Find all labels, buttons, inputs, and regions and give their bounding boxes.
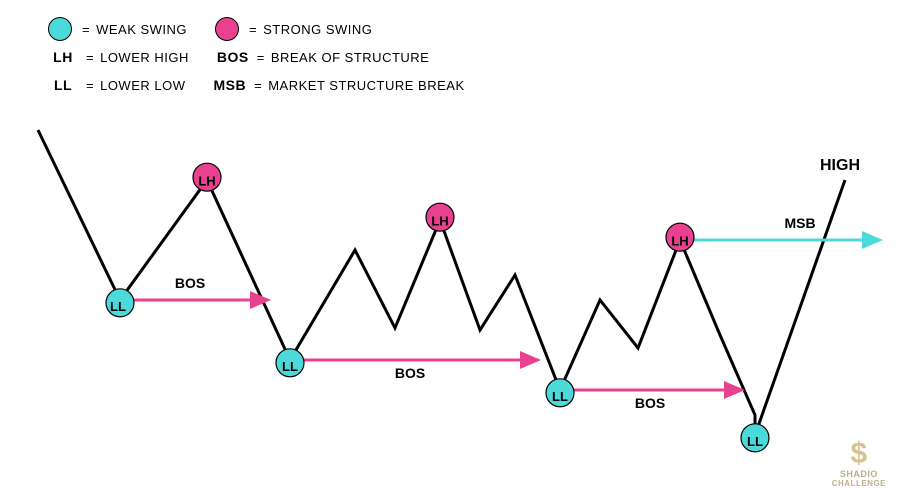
swing-label: LL [282, 359, 298, 374]
legend-item: =WEAK SWING [48, 17, 187, 41]
bos-label: BOS [635, 395, 665, 411]
swing-label: LL [552, 389, 568, 404]
legend-text: LOWER HIGH [100, 50, 189, 65]
bos-label: BOS [395, 365, 425, 381]
bos-label: BOS [175, 275, 205, 291]
swing-label: LL [110, 299, 126, 314]
legend-panel: =WEAK SWING =STRONG SWING LH=LOWER HIGH BOS… [48, 18, 493, 102]
legend-item: =STRONG SWING [215, 17, 372, 41]
legend-item: MSB=MARKET STRUCTURE BREAK [214, 77, 465, 93]
legend-abbr: LH [48, 49, 78, 65]
legend-item: LL=LOWER LOW [48, 77, 186, 93]
legend-text: WEAK SWING [96, 22, 187, 37]
legend-text: BREAK OF STRUCTURE [271, 50, 430, 65]
legend-abbr: BOS [217, 49, 249, 65]
watermark-line1: SHADIO [832, 469, 886, 479]
swing-label: LL [747, 434, 763, 449]
swing-label: LH [671, 234, 688, 249]
legend-row: LH=LOWER HIGH BOS=BREAK OF STRUCTURE [48, 46, 493, 68]
swing-label: LH [431, 214, 448, 229]
legend-item: LH=LOWER HIGH [48, 49, 189, 65]
legend-abbr: MSB [214, 77, 247, 93]
watermark-line2: CHALLENGE [832, 479, 886, 488]
weak_swing-swatch [48, 17, 72, 41]
msb-label: MSB [784, 215, 815, 231]
legend-row: LL=LOWER LOW MSB=MARKET STRUCTURE BREAK [48, 74, 493, 96]
swing-label: LH [198, 174, 215, 189]
legend-item: BOS=BREAK OF STRUCTURE [217, 49, 429, 65]
strong_swing-swatch [215, 17, 239, 41]
legend-text: MARKET STRUCTURE BREAK [268, 78, 464, 93]
legend-text: STRONG SWING [263, 22, 372, 37]
free-label: HIGH [820, 157, 860, 174]
watermark: $ SHADIO CHALLENGE [832, 439, 886, 488]
legend-row: =WEAK SWING =STRONG SWING [48, 18, 493, 40]
legend-abbr: LL [48, 77, 78, 93]
watermark-symbol: $ [832, 439, 886, 469]
legend-text: LOWER LOW [100, 78, 185, 93]
